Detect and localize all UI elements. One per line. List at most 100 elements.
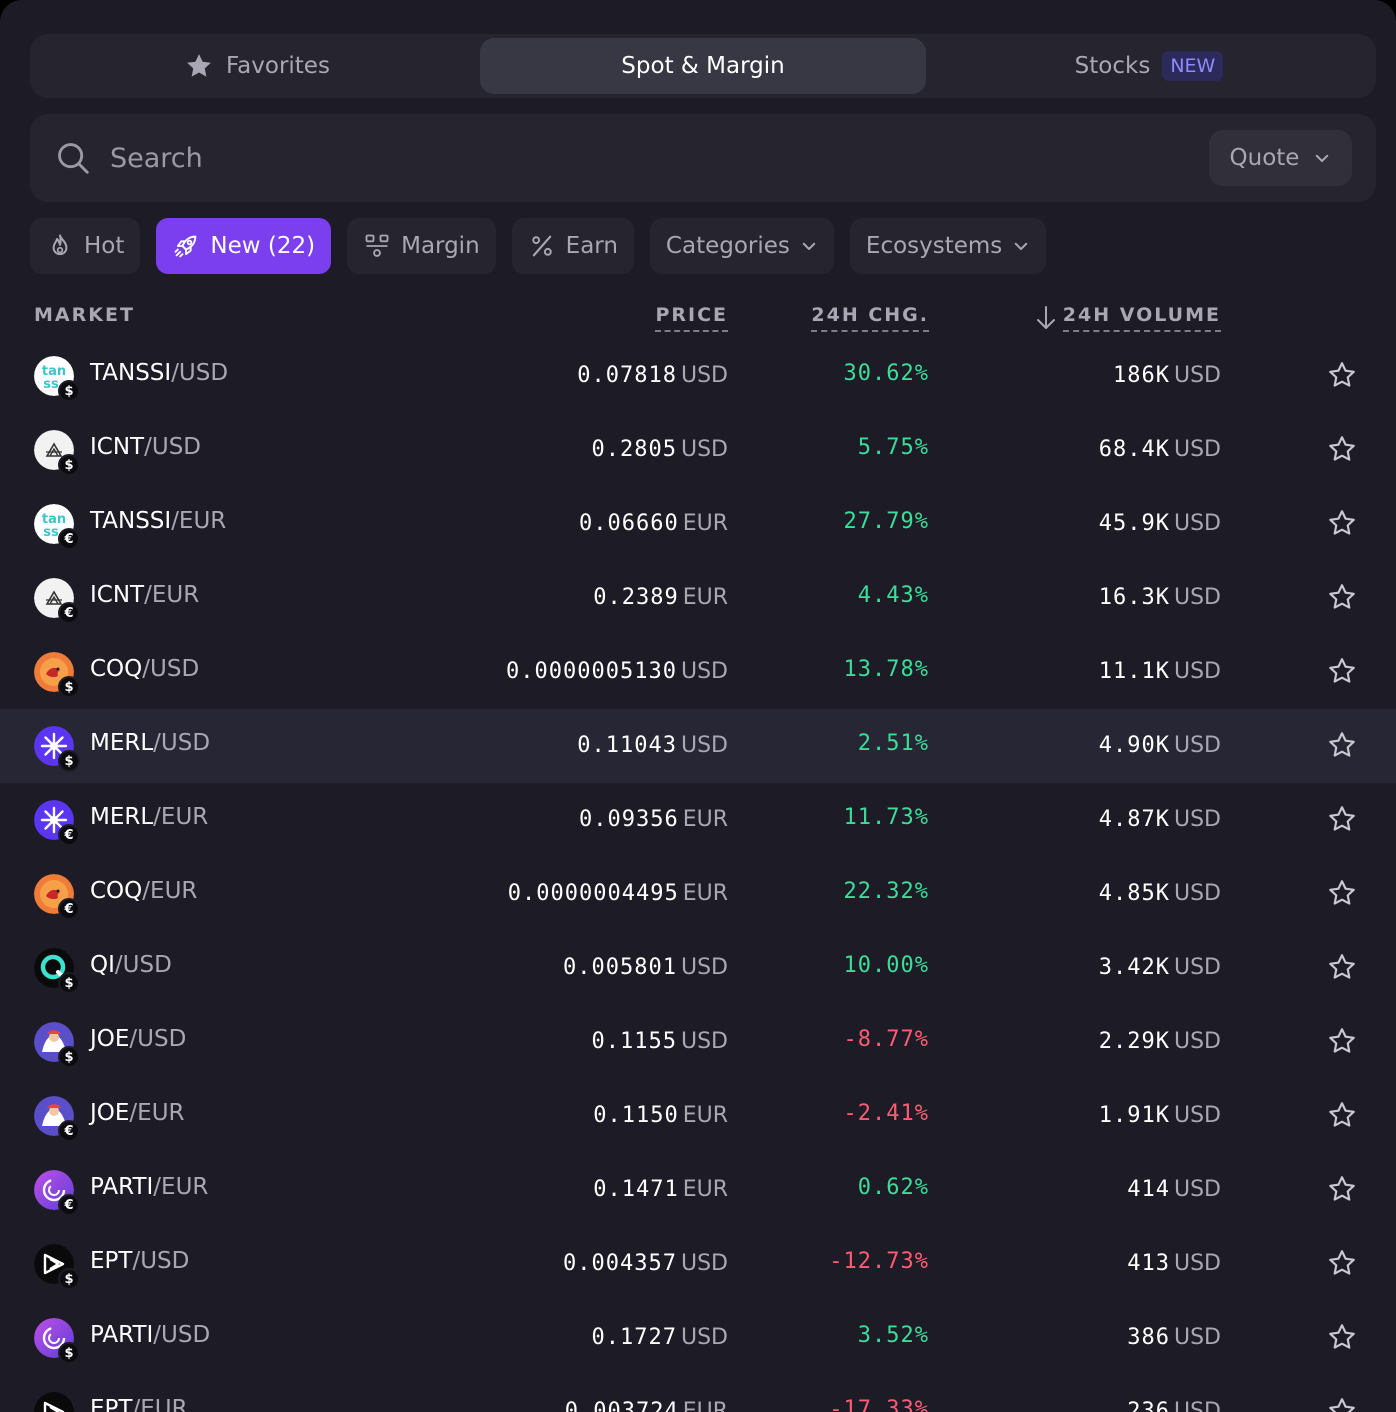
favorite-star-icon[interactable] [1326, 655, 1358, 687]
volume-cell: 4.90K USD [1099, 733, 1221, 758]
column-price[interactable]: PRICE [655, 304, 728, 332]
change-value: 11.73% [843, 805, 929, 830]
volume-unit: USD [1173, 733, 1221, 758]
flame-icon [52, 234, 68, 256]
tab-stocks[interactable]: Stocks NEW [926, 38, 1372, 94]
volume-value: 236 [1127, 1399, 1170, 1412]
volume-value: 386 [1127, 1325, 1170, 1350]
favorite-star-icon[interactable] [1326, 359, 1358, 391]
favorite-star-icon[interactable] [1326, 729, 1358, 761]
column-label: MARKET [34, 304, 135, 326]
favorite-star-icon[interactable] [1326, 1395, 1358, 1412]
filter-ecosystems[interactable]: Ecosystems [849, 218, 1047, 274]
change-value: 2.51% [857, 731, 929, 756]
quote-currency-badge: € [58, 824, 80, 846]
chevron-down-icon [1015, 242, 1028, 250]
table-row[interactable]: $ ICNT/USD 0.2805 USD 5.75% 68.4K USD [0, 413, 1396, 487]
filter-margin[interactable]: Margin [347, 218, 496, 274]
volume-value: 11.1K [1098, 659, 1170, 684]
new-badge: NEW [1162, 51, 1224, 81]
volume-unit: USD [1173, 437, 1221, 462]
quote-dropdown[interactable]: Quote [1209, 130, 1352, 186]
price-value: 0.0000004495 [507, 881, 679, 906]
favorite-star-icon[interactable] [1326, 877, 1358, 909]
favorite-star-icon[interactable] [1326, 951, 1358, 983]
quote-currency-badge: € [58, 528, 80, 550]
volume-cell: 3.42K USD [1099, 955, 1221, 980]
quote-symbol: /EUR [153, 1174, 209, 1200]
market-pair: JOE/EUR [90, 1100, 185, 1126]
search-input[interactable] [110, 142, 1209, 174]
table-row[interactable]: € ICNT/EUR 0.2389 EUR 4.43% 16.3K USD [0, 561, 1396, 635]
favorite-star-icon[interactable] [1326, 1099, 1358, 1131]
market-pair: TANSSI/USD [90, 360, 228, 386]
column-volume[interactable]: 24H VOLUME [1035, 304, 1221, 332]
filter-label: Hot [84, 233, 125, 259]
favorite-star-icon[interactable] [1326, 433, 1358, 465]
tab-spot-margin[interactable]: Spot & Margin [480, 38, 926, 94]
favorite-star-icon[interactable] [1326, 803, 1358, 835]
column-market: MARKET [34, 304, 135, 326]
filter-label: New (22) [210, 233, 316, 259]
volume-cell: 16.3K USD [1099, 585, 1221, 610]
price-cell: 0.0000005130 USD [506, 659, 728, 684]
price-value: 0.11043 [577, 733, 677, 758]
ept-coin-icon [34, 1392, 74, 1412]
base-symbol: PARTI [90, 1322, 154, 1348]
table-row[interactable]: tan ss € TANSSI/EUR 0.06660 EUR 27.79% 45.9K USD [0, 487, 1396, 561]
filter-new[interactable]: New (22) [156, 218, 332, 274]
favorite-star-icon[interactable] [1326, 507, 1358, 539]
change-value: 30.62% [843, 361, 929, 386]
table-row[interactable]: € JOE/EUR 0.1150 EUR -2.41% 1.91K USD [0, 1079, 1396, 1153]
price-cell: 0.004357 USD [563, 1251, 728, 1276]
column-change[interactable]: 24H CHG. [811, 304, 929, 332]
price-value: 0.07818 [577, 363, 677, 388]
favorite-star-icon[interactable] [1326, 1247, 1358, 1279]
price-unit: USD [680, 363, 728, 388]
quote-symbol: /USD [171, 360, 229, 386]
svg-text:tan: tan [42, 364, 66, 379]
change-value: 27.79% [843, 509, 929, 534]
tab-favorites[interactable]: Favorites [34, 38, 480, 94]
market-pair: JOE/USD [90, 1026, 186, 1052]
quote-currency-badge: € [58, 602, 80, 624]
volume-cell: 11.1K USD [1099, 659, 1221, 684]
table-row[interactable]: € PARTI/EUR 0.1471 EUR 0.62% 414 USD [0, 1153, 1396, 1227]
volume-cell: 2.29K USD [1099, 1029, 1221, 1054]
volume-unit: USD [1173, 1251, 1221, 1276]
table-row[interactable]: $ PARTI/USD 0.1727 USD 3.52% 386 USD [0, 1301, 1396, 1375]
favorite-star-icon[interactable] [1326, 1173, 1358, 1205]
table-row[interactable]: € MERL/EUR 0.09356 EUR 11.73% 4.87K USD [0, 783, 1396, 857]
favorite-star-icon[interactable] [1326, 581, 1358, 613]
price-unit: EUR [682, 585, 728, 610]
quote-currency-badge: $ [58, 972, 80, 994]
table-row[interactable]: $ MERL/USD 0.11043 USD 2.51% 4.90K USD [0, 709, 1396, 783]
table-row[interactable]: $ JOE/USD 0.1155 USD -8.77% 2.29K USD [0, 1005, 1396, 1079]
favorite-star-icon[interactable] [1326, 1025, 1358, 1057]
table-row[interactable]: € COQ/EUR 0.0000004495 EUR 22.32% 4.85K USD [0, 857, 1396, 931]
filter-earn[interactable]: Earn [511, 218, 634, 274]
price-unit: USD [680, 1029, 728, 1054]
base-symbol: JOE [90, 1100, 130, 1126]
table-row[interactable]: $ COQ/USD 0.0000005130 USD 13.78% 11.1K USD [0, 635, 1396, 709]
price-unit: EUR [682, 881, 728, 906]
filter-hot[interactable]: Hot [30, 218, 141, 274]
market-pair: TANSSI/EUR [90, 508, 226, 534]
volume-value: 2.29K [1098, 1029, 1170, 1054]
favorite-star-icon[interactable] [1326, 1321, 1358, 1353]
quote-symbol: /USD [129, 1026, 187, 1052]
volume-cell: 186K USD [1113, 363, 1221, 388]
base-symbol: TANSSI [90, 508, 172, 534]
svg-text:tan: tan [42, 512, 66, 527]
volume-unit: USD [1173, 955, 1221, 980]
price-value: 0.2805 [591, 437, 677, 462]
table-row[interactable]: $ EPT/USD 0.004357 USD -12.73% 413 USD [0, 1227, 1396, 1301]
volume-unit: USD [1173, 1177, 1221, 1202]
price-unit: USD [680, 955, 728, 980]
filter-categories[interactable]: Categories [649, 218, 834, 274]
table-row[interactable]: $ QI/USD 0.005801 USD 10.00% 3.42K USD [0, 931, 1396, 1005]
base-symbol: TANSSI [90, 360, 172, 386]
volume-unit: USD [1173, 1029, 1221, 1054]
table-row[interactable]: tan ss $ TANSSI/USD 0.07818 USD 30.62% 186K USD [0, 339, 1396, 413]
